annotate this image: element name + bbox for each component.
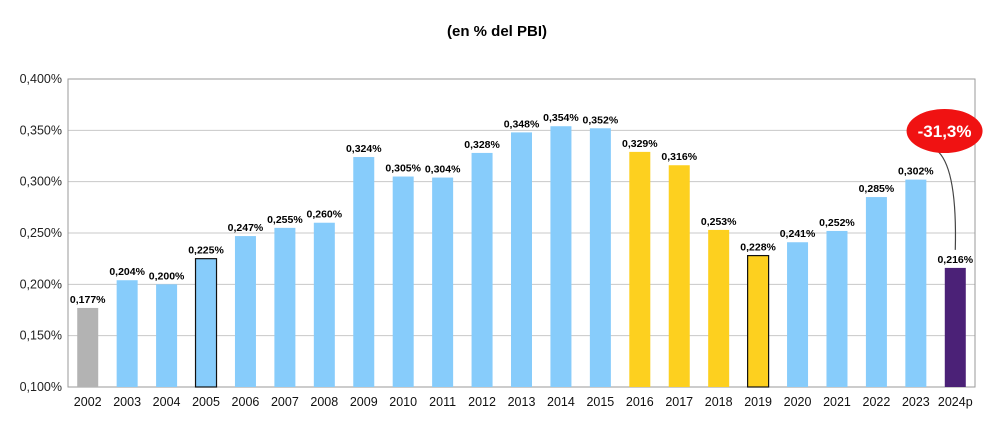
x-tick-label: 2008 <box>310 395 338 409</box>
bar <box>274 227 296 387</box>
callout-connector <box>938 151 957 250</box>
x-tick-label: 2006 <box>232 395 260 409</box>
x-tick-label: 2024p <box>938 395 973 409</box>
data-label: 0,228% <box>740 242 776 254</box>
bar <box>156 284 178 387</box>
x-tick-label: 2023 <box>902 395 930 409</box>
x-tick-label: 2010 <box>389 395 417 409</box>
bar <box>826 230 848 387</box>
y-axis: 0,100% 0,150% 0,200% 0,250% 0,300% 0,350% 0,40… <box>20 72 62 394</box>
data-label: 0,304% <box>425 164 461 176</box>
bar <box>787 242 809 387</box>
data-label: 0,200% <box>149 270 185 282</box>
y-tick-label: 0,350% <box>20 123 62 137</box>
data-label: 0,255% <box>267 214 303 226</box>
bar <box>432 177 454 387</box>
callout-text: -31,3% <box>918 122 972 141</box>
x-tick-label: 2018 <box>705 395 733 409</box>
bar <box>313 222 335 387</box>
bar <box>708 229 730 387</box>
data-label: 0,352% <box>583 114 619 126</box>
bar <box>471 152 493 387</box>
data-label: 0,328% <box>464 139 500 151</box>
bar <box>511 132 532 387</box>
x-tick-label: 2019 <box>744 395 772 409</box>
x-tick-label: 2011 <box>429 395 456 409</box>
bar <box>629 151 651 387</box>
bar <box>194 258 218 388</box>
data-label: 0,252% <box>819 217 855 229</box>
x-tick-label: 2002 <box>74 395 102 409</box>
data-label: 0,241% <box>780 228 816 240</box>
y-tick-label: 0,250% <box>20 226 62 240</box>
data-label: 0,247% <box>228 222 264 234</box>
x-tick-label: 2003 <box>113 395 141 409</box>
y-tick-label: 0,150% <box>20 329 62 343</box>
bars <box>77 126 966 388</box>
x-tick-label: 2012 <box>468 395 496 409</box>
x-tick-label: 2009 <box>350 395 378 409</box>
data-label: 0,354% <box>543 112 579 124</box>
chart-title: (en % del PBI) <box>447 23 547 40</box>
x-tick-label: 2015 <box>586 395 614 409</box>
x-tick-label: 2020 <box>784 395 812 409</box>
data-label: 0,177% <box>70 294 106 306</box>
data-label: 0,285% <box>859 183 895 195</box>
data-label: 0,348% <box>504 118 540 130</box>
data-labels: 0,177% 0,204% 0,200% 0,225% 0,247%0,255% 0,26… <box>70 112 974 306</box>
data-label: 0,329% <box>622 138 658 150</box>
data-label: 0,204% <box>109 266 145 278</box>
bar <box>944 267 966 387</box>
bar <box>77 307 99 387</box>
bar <box>865 197 887 387</box>
data-label: 0,316% <box>661 151 697 163</box>
x-tick-label: 2022 <box>863 395 891 409</box>
data-label: 0,305% <box>385 163 421 175</box>
bar <box>589 128 611 387</box>
x-tick-label: 2016 <box>626 395 654 409</box>
x-axis: 2002 2003 2004 2005 2006 2007 2008 2009 2010 2011… <box>74 395 973 409</box>
bar <box>747 254 770 388</box>
bar <box>550 126 572 387</box>
data-label: 0,302% <box>898 166 934 178</box>
data-label: 0,225% <box>188 245 224 257</box>
data-label: 0,253% <box>701 216 737 228</box>
bar <box>353 157 375 387</box>
bar <box>905 179 927 387</box>
data-label: 0,324% <box>346 143 382 155</box>
y-tick-label: 0,100% <box>20 380 62 394</box>
y-tick-label: 0,400% <box>20 72 62 86</box>
bar <box>392 176 414 387</box>
change-callout: -31,3% <box>906 109 983 250</box>
x-tick-label: 2013 <box>508 395 536 409</box>
data-label: 0,260% <box>307 209 343 221</box>
x-tick-label: 2004 <box>153 395 181 409</box>
bar <box>116 280 138 387</box>
bar <box>234 236 256 387</box>
callout-bubble <box>906 109 983 153</box>
y-tick-label: 0,200% <box>20 277 62 291</box>
x-tick-label: 2014 <box>547 395 575 409</box>
x-tick-label: 2007 <box>271 395 299 409</box>
data-label: 0,216% <box>937 254 973 266</box>
y-tick-label: 0,300% <box>20 175 62 189</box>
x-tick-label: 2017 <box>665 395 693 409</box>
bar <box>668 165 690 387</box>
x-tick-label: 2021 <box>823 395 851 409</box>
x-tick-label: 2005 <box>192 395 220 409</box>
